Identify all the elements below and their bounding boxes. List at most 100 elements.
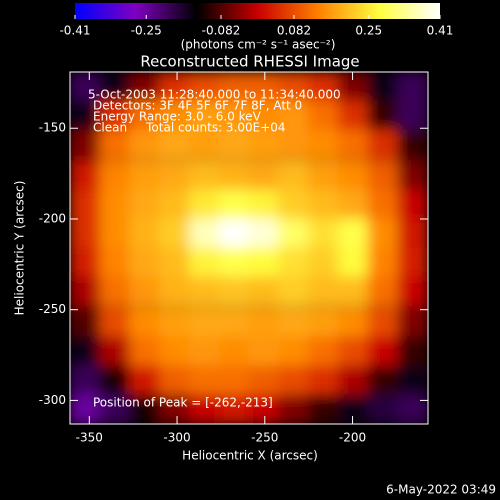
- heatmap-cell: [397, 365, 428, 396]
- heatmap-cell: [129, 394, 160, 424]
- heatmap-cell: [248, 307, 280, 338]
- heatmap-cell: [367, 394, 399, 424]
- y-tick-label: -300: [39, 393, 66, 407]
- heatmap-cell: [129, 160, 160, 191]
- heatmap-cell: [338, 365, 369, 396]
- y-axis-label: Heliocentric Y (arcsec): [13, 181, 27, 316]
- heatmap-cell: [99, 365, 131, 396]
- heatmap-cell: [308, 218, 339, 249]
- heatmap-cell: [308, 307, 339, 338]
- heatmap-cell: [367, 336, 399, 367]
- heatmap-cell: [248, 129, 280, 160]
- heatmap-cell: [308, 336, 339, 367]
- heatmap-cell: [397, 160, 428, 191]
- heatmap-cell: [367, 276, 399, 307]
- heatmap-cell: [188, 365, 220, 396]
- heatmap-cell: [338, 394, 369, 424]
- heatmap-cell: [70, 72, 101, 102]
- heatmap-cell: [129, 218, 160, 249]
- heatmap-cell: [367, 218, 399, 249]
- heatmap-cell: [338, 218, 369, 249]
- heatmap-cell: [159, 160, 190, 191]
- heatmap-cell: [188, 276, 220, 307]
- heatmap-cell: [218, 189, 250, 220]
- annotation: Clean Total counts: 3.00E+04: [93, 121, 286, 135]
- heatmap-cell: [397, 394, 428, 424]
- heatmap-cell: [188, 336, 220, 367]
- heatmap-cell: [129, 129, 160, 160]
- heatmap-cell: [188, 189, 220, 220]
- heatmap-cell: [248, 100, 280, 131]
- heatmap-cell: [278, 160, 310, 191]
- colorbar-tick-label: -0.082: [202, 24, 241, 38]
- heatmap-cell: [218, 394, 250, 424]
- heatmap-cell: [308, 394, 339, 424]
- heatmap-cell: [159, 307, 190, 338]
- heatmap-cell: [278, 365, 310, 396]
- heatmap-cell: [248, 247, 280, 278]
- heatmap-cell: [367, 365, 399, 396]
- heatmap-cell: [188, 129, 220, 160]
- heatmap-cells: [70, 72, 428, 424]
- heatmap-cell: [159, 247, 190, 278]
- heatmap-cell: [188, 307, 220, 338]
- heatmap-cell: [70, 160, 101, 191]
- heatmap-cell: [338, 189, 369, 220]
- heatmap-cell: [367, 129, 399, 160]
- heatmap-cell: [218, 129, 250, 160]
- heatmap-cell: [278, 129, 310, 160]
- heatmap-cell: [338, 247, 369, 278]
- heatmap-cell: [397, 100, 428, 131]
- heatmap-cell: [397, 307, 428, 338]
- heatmap-cell: [159, 276, 190, 307]
- heatmap-cell: [278, 189, 310, 220]
- heatmap-cell: [188, 160, 220, 191]
- heatmap-cell: [70, 100, 101, 131]
- heatmap-cell: [70, 307, 101, 338]
- heatmap-cell: [159, 336, 190, 367]
- heatmap-cell: [218, 247, 250, 278]
- heatmap-cell: [70, 218, 101, 249]
- heatmap-cell: [397, 336, 428, 367]
- colorbar-tick-label: 0.41: [427, 24, 454, 38]
- plot-frame: [69, 71, 429, 425]
- heatmap-cell: [338, 307, 369, 338]
- colorbar-tick-label: 0.25: [355, 24, 382, 38]
- heatmap-cell: [70, 247, 101, 278]
- heatmap-cell: [159, 72, 190, 102]
- heatmap-cell: [99, 129, 131, 160]
- heatmap-cell: [188, 394, 220, 424]
- heatmap-cell: [99, 72, 131, 102]
- heatmap-cell: [397, 218, 428, 249]
- heatmap-cell: [99, 160, 131, 191]
- colorbar-tick-label: -0.41: [59, 24, 90, 38]
- heatmap-cell: [129, 247, 160, 278]
- heatmap-cell: [99, 218, 131, 249]
- heatmap-cell: [397, 189, 428, 220]
- heatmap-cell: [308, 129, 339, 160]
- heatmap: [70, 72, 428, 424]
- heatmap-cell: [338, 72, 369, 102]
- heatmap-cell: [397, 129, 428, 160]
- heatmap-cell: [129, 276, 160, 307]
- heatmap-cell: [70, 189, 101, 220]
- heatmap-cell: [99, 394, 131, 424]
- heatmap-cell: [248, 72, 280, 102]
- colorbar: [75, 3, 440, 19]
- heatmap-cell: [99, 100, 131, 131]
- heatmap-cell: [248, 336, 280, 367]
- heatmap-cell: [129, 100, 160, 131]
- x-tick-label: -200: [339, 431, 366, 445]
- heatmap-cell: [218, 72, 250, 102]
- heatmap-cell: [278, 276, 310, 307]
- annotation: Energy Range: 3.0 - 6.0 keV: [93, 110, 262, 124]
- colorbar-label: (photons cm⁻² s⁻¹ asec⁻²): [181, 38, 336, 52]
- heatmap-cell: [218, 100, 250, 131]
- heatmap-cell: [99, 247, 131, 278]
- heatmap-cell: [129, 365, 160, 396]
- chart-title: Reconstructed RHESSI Image: [140, 53, 359, 71]
- heatmap-cell: [397, 276, 428, 307]
- x-tick-label: -300: [163, 431, 190, 445]
- heatmap-cell: [70, 129, 101, 160]
